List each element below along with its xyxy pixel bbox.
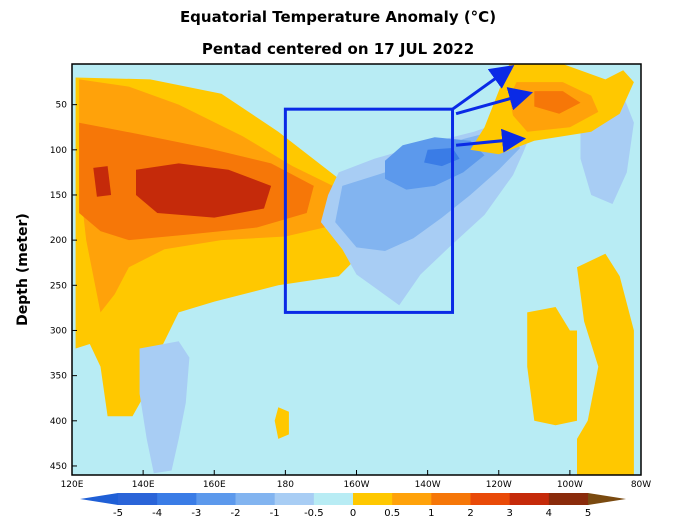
- x-tick-label: 160W: [343, 480, 369, 490]
- contour-fill-group: [72, 64, 641, 475]
- colorbar-label: 5: [585, 508, 591, 519]
- x-tick-label: 140E: [132, 480, 155, 490]
- annotation-arrow: [455, 128, 527, 153]
- highlight-box: [283, 107, 455, 314]
- colorbar-label: 4: [546, 508, 552, 519]
- colorbar-extend-low: [80, 493, 118, 505]
- colorbar-segment: [548, 493, 589, 505]
- plot-area: [72, 64, 641, 475]
- anomaly-region-16: [577, 253, 634, 475]
- y-tick-label: 400: [50, 417, 67, 427]
- annotation-arrow: [455, 87, 533, 116]
- y-tick-label: 150: [50, 191, 67, 201]
- y-tick-label: 350: [50, 372, 67, 382]
- y-tick-label: 200: [50, 236, 67, 246]
- colorbar: -5 -4 -3 -2 -1 -0.5 0 0.5 1 2 3 4 5: [80, 493, 626, 519]
- x-tick-label: 180: [277, 480, 294, 490]
- colorbar-label: -3: [191, 508, 201, 519]
- x-tick-label: 120W: [486, 480, 512, 490]
- colorbar-label: 3: [506, 508, 512, 519]
- colorbar-label: 0.5: [384, 508, 400, 519]
- y-tick-label: 250: [50, 281, 67, 291]
- x-tick-label: 100W: [557, 480, 583, 490]
- annotation-layer: [283, 65, 533, 314]
- colorbar-extend-high: [588, 493, 626, 505]
- colorbar-label: -1: [270, 508, 280, 519]
- x-tick-label: 80W: [631, 480, 651, 490]
- colorbar-segment: [235, 493, 276, 505]
- colorbar-segment: [509, 493, 550, 505]
- y-tick-label: 300: [50, 326, 67, 336]
- y-axis-label: Depth (meter): [15, 213, 31, 326]
- x-tick-label: 120E: [61, 480, 84, 490]
- colorbar-label: -0.5: [304, 508, 324, 519]
- anomaly-region-15: [527, 307, 577, 426]
- colorbar-segment: [118, 493, 158, 505]
- anomaly-region-4: [136, 163, 272, 218]
- colorbar-segment: [353, 493, 393, 505]
- axes: 120E 140E 160E 180 160W 140W 120W 100W 80W 50 100 1…: [15, 63, 651, 490]
- anomaly-region-9: [424, 148, 460, 167]
- colorbar-segment: [470, 493, 511, 505]
- annotation-arrow: [451, 65, 515, 111]
- anomaly-region-5: [93, 166, 112, 197]
- colorbar-segment: [431, 493, 471, 505]
- chart-title: Equatorial Temperature Anomaly (°C): [179, 8, 497, 26]
- y-tick-label: 50: [56, 101, 68, 111]
- anomaly-region-1: [274, 407, 289, 439]
- y-tick-label: 100: [50, 146, 67, 156]
- colorbar-label: 0: [350, 508, 356, 519]
- chart-subtitle: Pentad centered on 17 JUL 2022: [201, 40, 475, 58]
- colorbar-label: -2: [231, 508, 241, 519]
- colorbar-segment: [313, 493, 354, 505]
- colorbar-label: 2: [467, 508, 473, 519]
- colorbar-segment: [157, 493, 197, 505]
- colorbar-segment: [392, 493, 432, 505]
- y-tick-label: 450: [50, 462, 67, 472]
- anomaly-region-10: [139, 341, 190, 474]
- colorbar-label: -5: [113, 508, 123, 519]
- anomaly-region-14: [534, 91, 581, 114]
- colorbar-segment: [274, 493, 315, 505]
- x-tick-label: 160E: [203, 480, 226, 490]
- x-tick-label: 140W: [415, 480, 441, 490]
- colorbar-label: -4: [152, 508, 162, 519]
- colorbar-segment: [196, 493, 236, 505]
- colorbar-label: 1: [428, 508, 434, 519]
